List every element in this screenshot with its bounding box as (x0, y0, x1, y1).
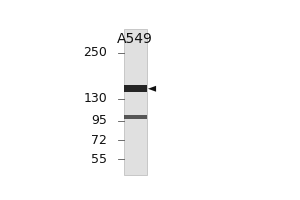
Text: 130: 130 (83, 92, 107, 105)
Bar (124, 115, 147, 119)
Polygon shape (148, 86, 156, 92)
Text: 55: 55 (91, 153, 107, 166)
Text: 72: 72 (92, 134, 107, 147)
Bar (124, 85, 147, 92)
Text: A549: A549 (117, 32, 153, 46)
Bar (124, 29, 147, 175)
Text: 95: 95 (92, 114, 107, 127)
Text: 250: 250 (83, 46, 107, 59)
